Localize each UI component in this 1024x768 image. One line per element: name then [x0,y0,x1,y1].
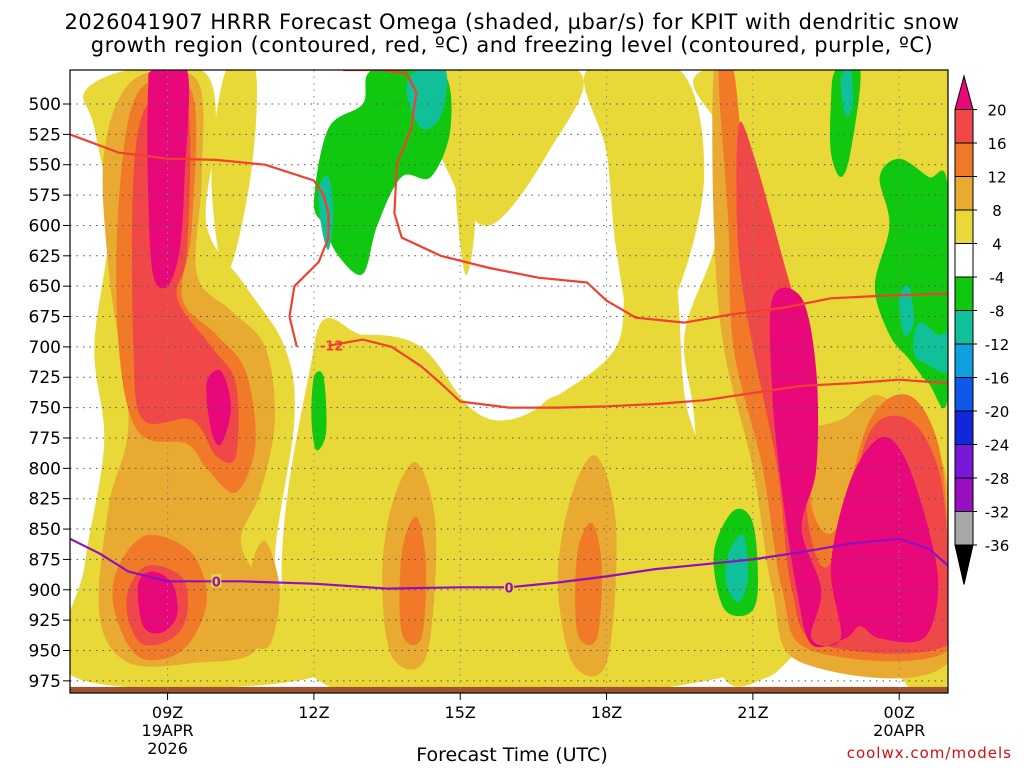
omega-region-green [311,371,327,451]
colorbar-segment [954,276,974,311]
colorbar-segment [954,444,974,479]
x-tick-label-12Z: 12Z [298,703,329,722]
contour-label-0: 0 [504,581,513,596]
y-tick-label-950: 950 [29,641,61,661]
colorbar-segment [954,477,974,512]
x-tick-label-00Z: 00Z [884,703,915,722]
y-tick-label-675: 675 [29,308,61,328]
ground-surface [70,686,948,693]
omega-region-magenta [147,70,190,289]
x-axis-label: Forecast Time (UTC) [416,744,608,766]
y-tick-label-600: 600 [29,216,61,236]
chart-title-line2: growth region (contoured, red, ºC) and f… [90,33,934,57]
x-tick-label-21Z: 21Z [737,703,768,722]
omega-region-yellow [211,70,258,274]
contour--12c-dendritic-lower [328,338,948,409]
contour-label-0: 0 [212,575,221,590]
colorbar-segment [954,142,974,177]
omega-region-amber [248,540,280,650]
omega-region-orange [575,522,602,646]
colorbar-label: 12 [987,169,1006,187]
plot-frame [69,69,949,694]
colorbar-segment [954,377,974,412]
colorbar-label: -4 [990,269,1005,287]
colorbar-label: -12 [985,336,1010,354]
colorbar-label: -36 [985,537,1010,555]
contour--12c-dendritic-mid [343,70,948,324]
colorbar-segment [954,511,974,546]
omega-region-teal [840,70,854,118]
colorbar-label: 16 [987,135,1006,153]
omega-region-teal [899,285,915,336]
colorbar-label: -16 [985,370,1010,388]
colorbar-label: 4 [992,236,1002,254]
y-tick-label-625: 625 [29,247,61,267]
y-tick-label-800: 800 [29,459,61,479]
x-tick-label-15Z: 15Z [445,703,476,722]
y-tick-label-825: 825 [29,490,61,510]
x-tick-date-09Z: 19APR [142,721,194,740]
y-tick-label-875: 875 [29,550,61,570]
y-tick-label-750: 750 [29,399,61,419]
colorbar-segment [954,410,974,445]
colorbar-label: -8 [990,303,1005,321]
contour-label-bg-0 [211,574,222,588]
colorbar-label: -32 [985,504,1010,522]
colorbar-label: 20 [987,102,1006,120]
y-tick-label-900: 900 [29,581,61,601]
colorbar-segment [954,176,974,211]
contour-label-minus12: -12 [320,340,344,355]
y-tick-label-850: 850 [29,520,61,540]
contour-lines: -12 0 0 [70,70,948,596]
x-tick-year-09Z: 2026 [147,739,188,758]
colorbar-top-arrow [954,74,974,110]
y-tick-label-700: 700 [29,338,61,358]
colorbar: 20 16 12 8 4 -4 -8 -12 -16 -20 -24 -28 -32 -36 [954,74,1010,585]
colorbar-segment [954,209,974,244]
y-tick-label-775: 775 [29,429,61,449]
colorbar-segment [954,310,974,345]
omega-region-magenta [206,369,231,446]
colorbar-segment [954,243,974,278]
omega-region-teal [725,534,749,602]
colorbar-segment [954,109,974,144]
x-tick-date-00Z: 20APR [873,721,925,740]
y-tick-label-975: 975 [29,672,61,692]
contour-freezing-level-0c [70,537,948,590]
x-tick-label-18Z: 18Z [591,703,622,722]
omega-region-magenta [137,571,178,634]
y-tick-label-725: 725 [29,368,61,388]
chart-title-line1: 2026041907 HRRR Forecast Omega (shaded, … [64,10,960,34]
omega-region-orange [399,516,427,646]
colorbar-label: -28 [985,470,1010,488]
omega-region-yellow [583,70,705,337]
y-tick-label-650: 650 [29,277,61,297]
colorbar-label: 8 [992,202,1002,220]
ground-strip [70,686,948,693]
omega-region-teal [406,70,448,130]
omega-region-teal [913,322,948,373]
y-tick-label-575: 575 [29,186,61,206]
colorbar-segment [954,343,974,378]
y-tick-label-550: 550 [29,156,61,176]
pressure-axis: 500 525 550 575 600 625 650 675 700 725 750 775 800 8… [29,95,70,692]
colorbar-label: -20 [985,403,1010,421]
x-tick-label-09Z: 09Z [152,703,183,722]
y-tick-label-525: 525 [29,125,61,145]
contour-label-bg-0 [504,580,514,594]
colorbar-label: -24 [985,437,1010,455]
colorbar-bottom-arrow [954,544,974,585]
y-tick-label-500: 500 [29,95,61,115]
credit-text: coolwx.com/models [846,744,1012,762]
y-tick-label-925: 925 [29,611,61,631]
contour--12c-dendritic-upper [70,133,330,348]
